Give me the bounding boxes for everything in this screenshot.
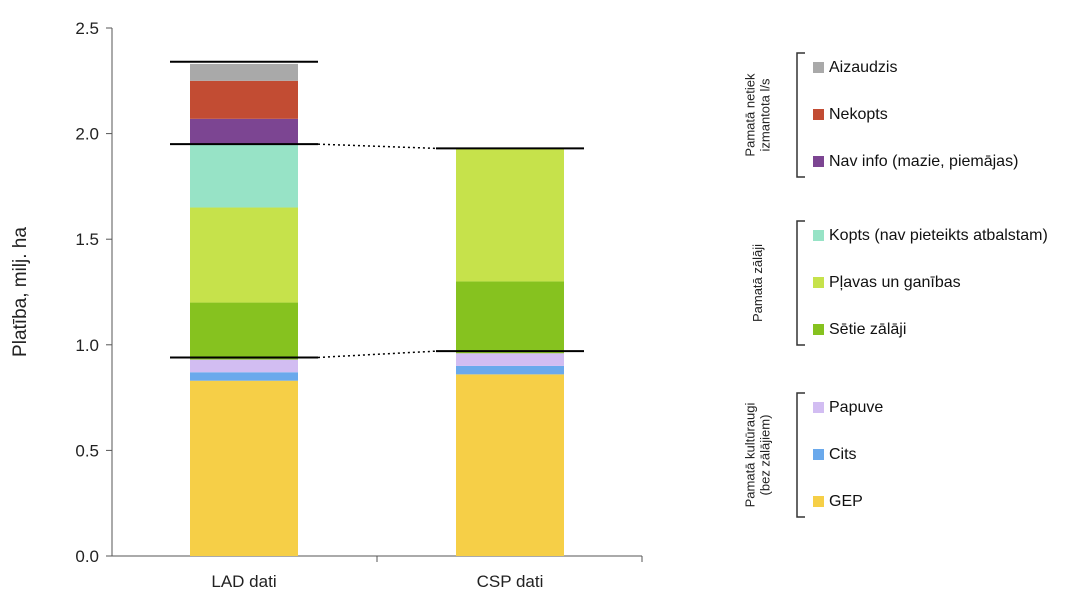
bar-segment-plavas-un-ganibas-lad-dati	[190, 207, 298, 303]
legend-label-papuve: Papuve	[829, 399, 883, 416]
dotted-connector	[317, 143, 437, 150]
y-tick-label: 1.5	[75, 230, 99, 249]
y-axis-label: Platība, milj. ha	[10, 227, 31, 357]
x-tick-label: LAD dati	[211, 572, 276, 591]
legend-swatch-cits	[813, 449, 824, 460]
legend-swatch-kopts-nav-pieteikts-atbalstam	[813, 230, 824, 241]
legend-label-setie-zalaji: Sētie zālāji	[829, 321, 906, 338]
bar-segment-setie-zalaji-lad-dati	[190, 302, 298, 360]
legend-group-label: (bez zālājiem)	[758, 415, 773, 496]
y-tick-label: 0.5	[75, 441, 99, 460]
legend-group-label: Pamatā zālāji	[750, 244, 765, 322]
bar-segment-gep-lad-dati	[190, 380, 298, 556]
bar-segment-setie-zalaji-csp-dati	[456, 281, 564, 354]
legend-group-label: Pamatā netiek	[743, 73, 758, 157]
y-tick-label: 0.0	[75, 547, 99, 566]
bar-segment-nav-info-mazie-piemajas-lad-dati	[190, 118, 298, 145]
legend-swatch-plavas-un-ganibas	[813, 277, 824, 288]
bar-segment-plavas-un-ganibas-csp-dati	[456, 148, 564, 282]
legend-label-gep: GEP	[829, 493, 863, 510]
legend-label-kopts-nav-pieteikts-atbalstam: Kopts (nav pieteikts atbalstam)	[829, 227, 1048, 244]
legend-group-label: izmantota l/s	[758, 78, 773, 151]
legend-swatch-aizaudzis	[813, 62, 824, 73]
bar-segment-nekopts-lad-dati	[190, 80, 298, 119]
bar-segment-papuve-csp-dati	[456, 353, 564, 366]
dotted-connector	[317, 350, 437, 359]
bar-segment-cits-csp-dati	[456, 365, 564, 375]
y-tick-label: 1.0	[75, 336, 99, 355]
legend-swatch-nav-info-mazie-piemajas	[813, 156, 824, 167]
legend-swatch-nekopts	[813, 109, 824, 120]
boundary-lines	[170, 60, 584, 359]
bar-segment-gep-csp-dati	[456, 374, 564, 556]
legend-label-nav-info-mazie-piemajas: Nav info (mazie, piemājas)	[829, 153, 1018, 170]
x-tick-label: CSP dati	[477, 572, 544, 591]
legend-label-aizaudzis: Aizaudzis	[829, 59, 897, 76]
bar-segment-cits-lad-dati	[190, 372, 298, 381]
bar-segment-aizaudzis-lad-dati	[190, 63, 298, 81]
legend-swatch-setie-zalaji	[813, 324, 824, 335]
legend-swatch-gep	[813, 496, 824, 507]
legend-label-nekopts: Nekopts	[829, 106, 888, 123]
y-tick-label: 2.0	[75, 125, 99, 144]
legend: Pamatā netiek izmantota l/s Aizaudzis Nekop…	[743, 52, 1048, 518]
legend-label-cits: Cits	[829, 446, 857, 463]
legend-group-bracket	[796, 392, 805, 518]
axes: 0.0 0.5 1.0 1.5 2.0 2.5 LAD dati CSP dati	[75, 19, 643, 591]
y-tick-label: 2.5	[75, 19, 99, 38]
bar-segment-papuve-lad-dati	[190, 359, 298, 373]
bars	[190, 63, 564, 556]
legend-swatch-papuve	[813, 402, 824, 413]
bar-segment-kopts-nav-pieteikts-atbalstam-lad-dati	[190, 144, 298, 208]
legend-group-label: Pamatā kultūraugi	[743, 402, 758, 507]
legend-group-bracket	[796, 220, 805, 346]
legend-group-bracket	[796, 52, 805, 178]
legend-label-plavas-un-ganibas: Pļavas un ganības	[829, 274, 961, 291]
